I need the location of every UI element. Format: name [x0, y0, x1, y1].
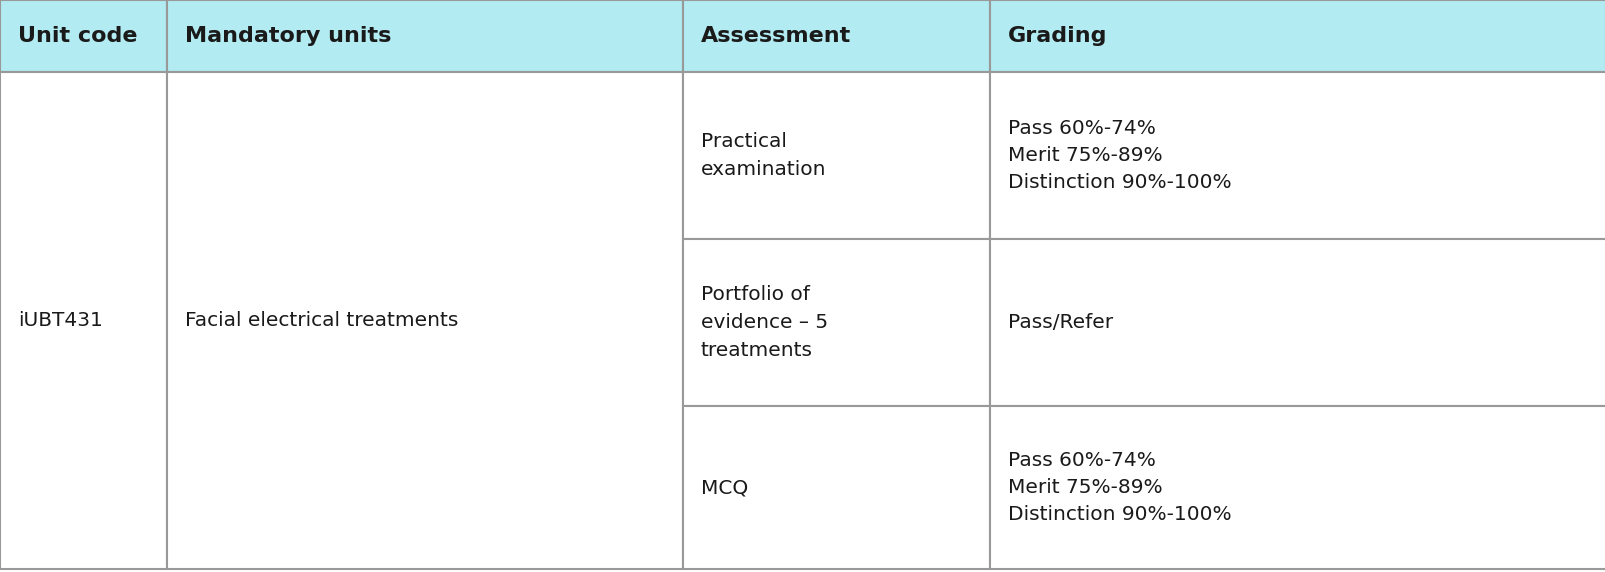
- Text: Unit code: Unit code: [18, 26, 138, 46]
- Text: MCQ: MCQ: [700, 478, 748, 497]
- Bar: [0, 72, 167, 569]
- Text: Pass 60%-74%
Merit 75%-89%
Distinction 90%-100%: Pass 60%-74% Merit 75%-89% Distinction 9…: [1008, 451, 1231, 525]
- Bar: [989, 72, 1605, 239]
- Text: Mandatory units: Mandatory units: [185, 26, 392, 46]
- Bar: [682, 239, 989, 406]
- Bar: [167, 0, 682, 72]
- Text: iUBT431: iUBT431: [18, 311, 103, 330]
- Text: Practical
examination: Practical examination: [700, 132, 827, 179]
- Bar: [989, 0, 1605, 72]
- Text: Portfolio of
evidence – 5
treatments: Portfolio of evidence – 5 treatments: [700, 285, 828, 360]
- Bar: [0, 0, 167, 72]
- Bar: [682, 72, 989, 239]
- Text: Grading: Grading: [1008, 26, 1107, 46]
- Bar: [682, 0, 989, 72]
- Text: Pass 60%-74%
Merit 75%-89%
Distinction 90%-100%: Pass 60%-74% Merit 75%-89% Distinction 9…: [1008, 119, 1231, 192]
- Bar: [989, 239, 1605, 406]
- Text: Pass/Refer: Pass/Refer: [1008, 313, 1112, 332]
- Bar: [682, 406, 989, 569]
- Bar: [167, 72, 682, 569]
- Text: Facial electrical treatments: Facial electrical treatments: [185, 311, 457, 330]
- Bar: [989, 406, 1605, 569]
- Text: Assessment: Assessment: [700, 26, 851, 46]
